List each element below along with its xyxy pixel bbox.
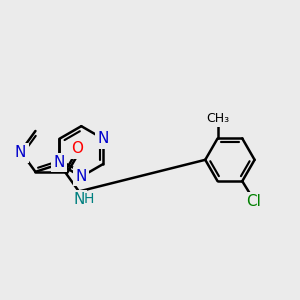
Text: CH₃: CH₃ — [206, 112, 229, 125]
Text: N: N — [73, 192, 85, 207]
Text: N: N — [15, 145, 26, 160]
Text: Cl: Cl — [247, 194, 262, 209]
Text: N: N — [98, 131, 109, 146]
Text: H: H — [84, 192, 94, 206]
Text: N: N — [54, 155, 65, 170]
Text: N: N — [76, 169, 87, 184]
Text: O: O — [71, 141, 83, 156]
